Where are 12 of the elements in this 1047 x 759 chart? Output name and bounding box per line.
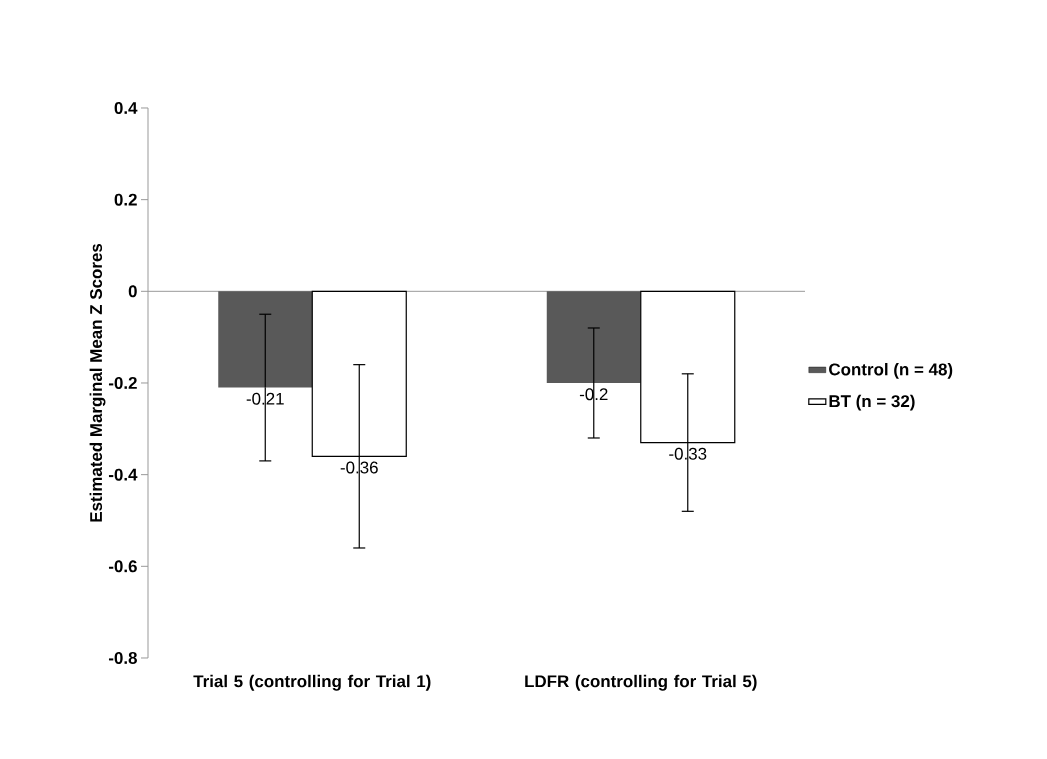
y-tick-label: 0 bbox=[128, 285, 137, 298]
y-tick-label: -0.2 bbox=[108, 376, 137, 389]
y-tick-label: -0.8 bbox=[108, 651, 137, 664]
legend-label: BT (n = 32) bbox=[829, 394, 915, 411]
y-tick-label: 0.2 bbox=[114, 193, 137, 206]
legend-label: Control (n = 48) bbox=[829, 362, 953, 379]
y-tick-label: 0.4 bbox=[114, 101, 138, 114]
y-axis-title: Estimated Marginal Mean Z Scores bbox=[89, 243, 106, 522]
y-tick-label: -0.4 bbox=[108, 468, 138, 481]
y-tick-label: -0.6 bbox=[108, 560, 137, 573]
x-tick-label: Trial 5 (controlling for Trial 1) bbox=[193, 674, 431, 691]
x-tick-label: LDFR (controlling for Trial 5) bbox=[525, 674, 757, 691]
